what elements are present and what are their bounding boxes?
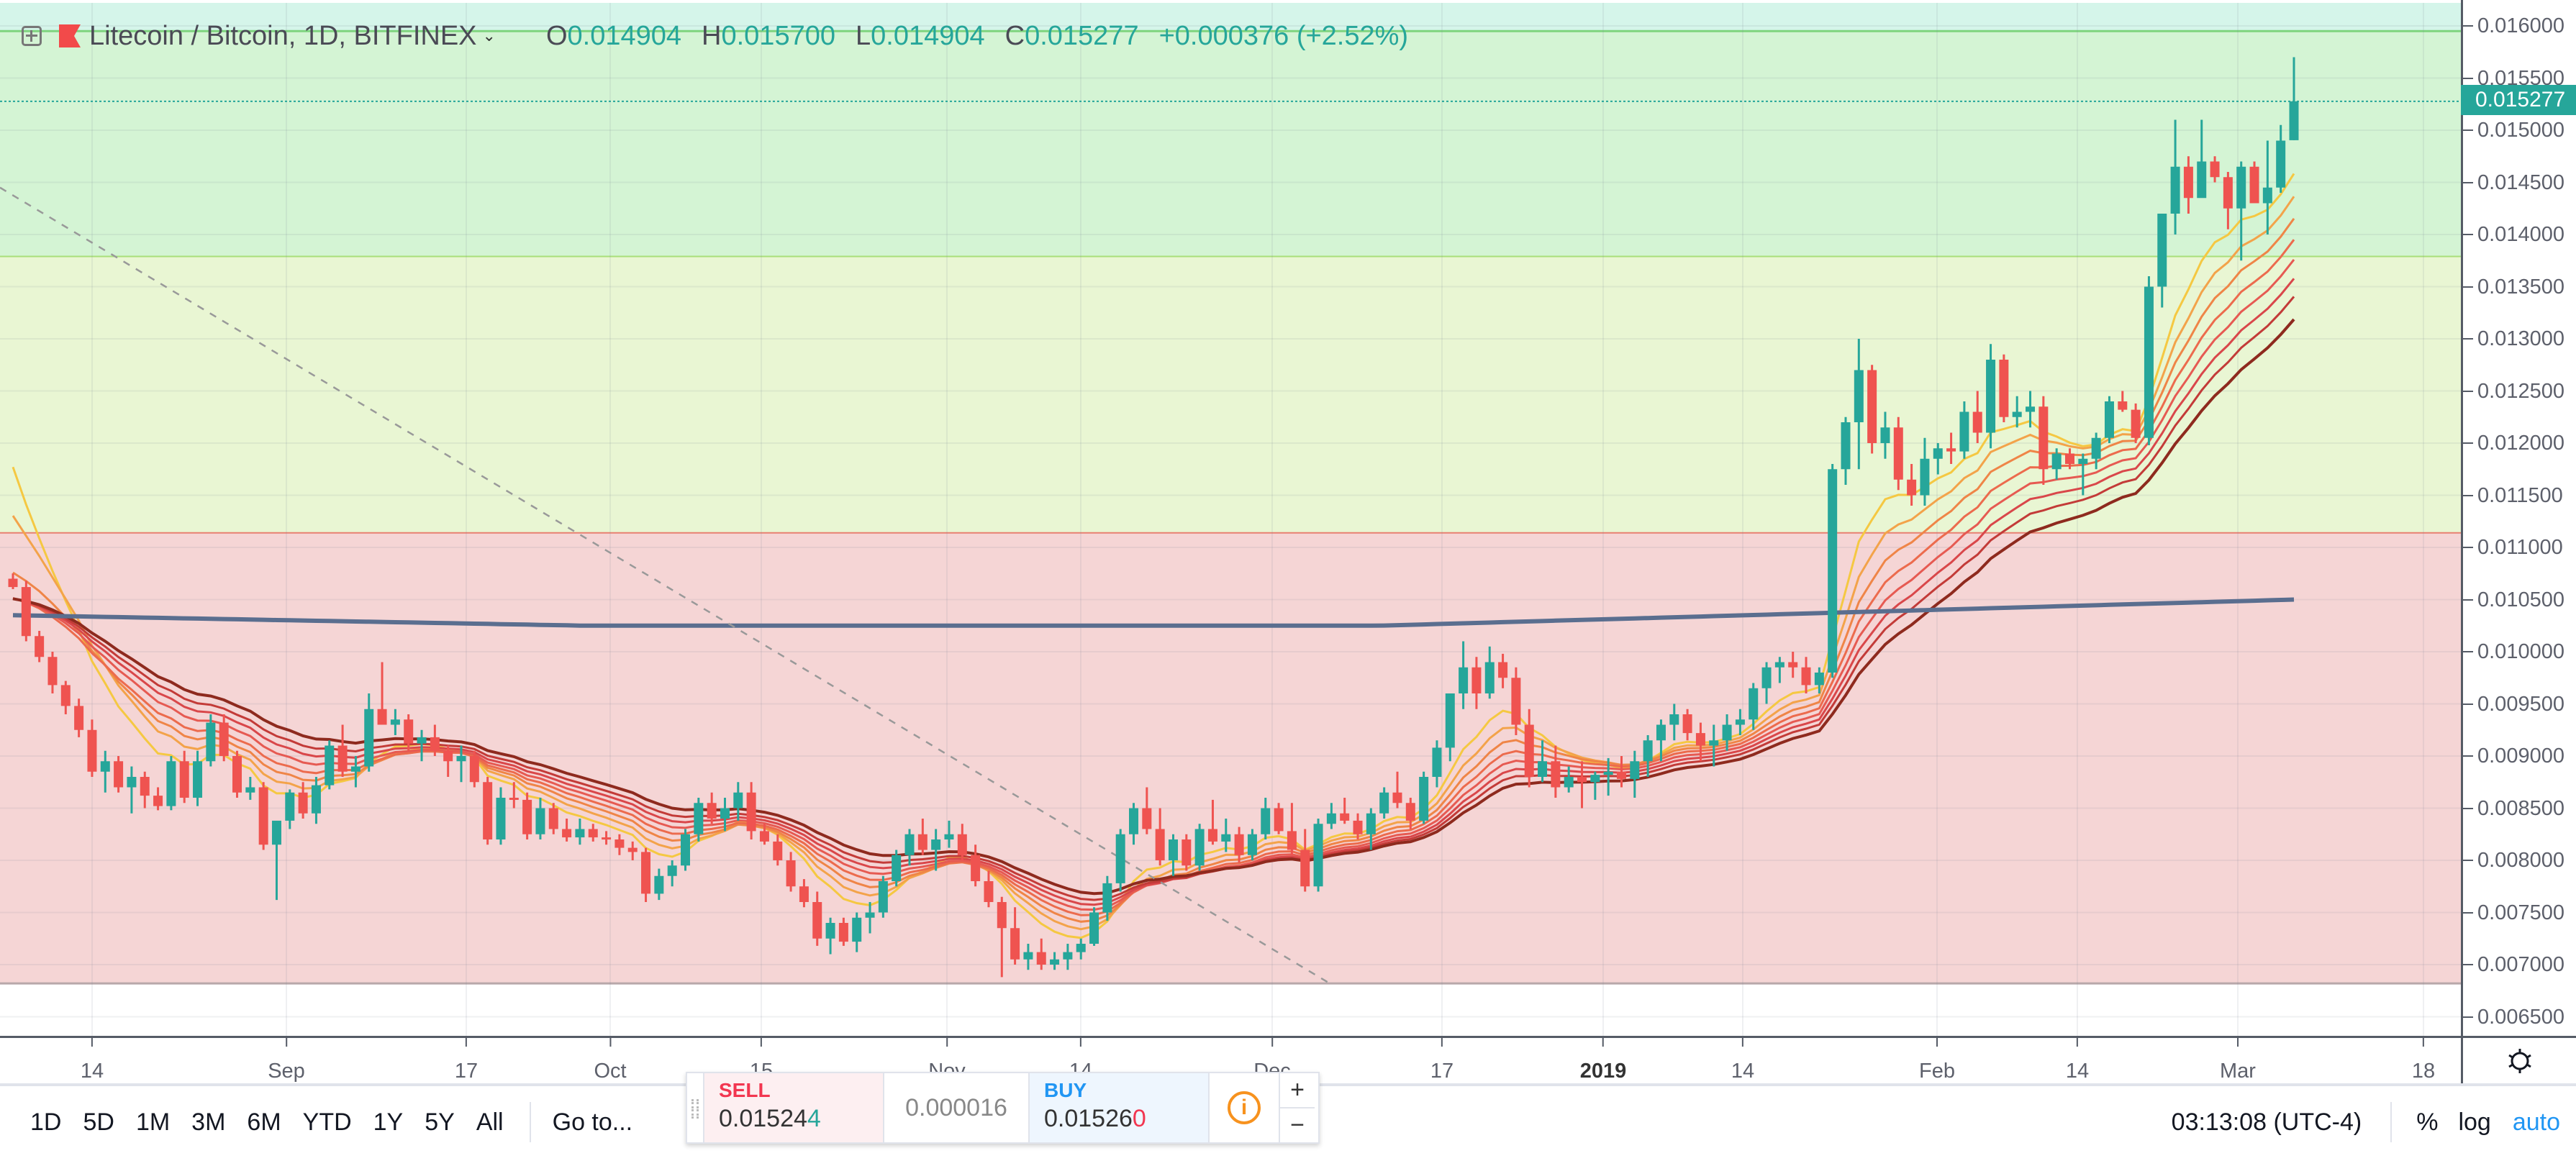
time-tick: Mar	[2220, 1038, 2256, 1083]
buy-label: BUY	[1044, 1079, 1087, 1101]
sell-label: SELL	[719, 1079, 771, 1101]
clock[interactable]: 03:13:08 (UTC-4)	[2171, 1108, 2362, 1136]
price-tick: 0.011500	[2463, 481, 2576, 510]
range-button-1m[interactable]: 1M	[135, 1108, 171, 1136]
price-tick: 0.009000	[2463, 742, 2576, 770]
plus-square-icon[interactable]	[22, 26, 42, 46]
range-button-5y[interactable]: 5Y	[425, 1108, 455, 1136]
time-tick: 17	[455, 1038, 478, 1083]
price-tick: 0.007000	[2463, 950, 2576, 979]
info-button[interactable]: i	[1210, 1073, 1280, 1142]
gear-icon	[2508, 1048, 2531, 1073]
time-tick: 14	[1731, 1038, 1754, 1083]
chart-legend: Litecoin / Bitcoin, 1D, BITFINEX ⌄ O0.01…	[22, 16, 1408, 56]
scale-controls: 03:13:08 (UTC-4) % log auto	[2172, 1086, 2560, 1158]
price-tick: 0.016000	[2463, 12, 2576, 40]
range-button-3m[interactable]: 3M	[191, 1108, 226, 1136]
date-range-buttons: 1D 5D 1M 3M 6M YTD 1Y 5Y All Go to...	[30, 1086, 654, 1158]
price-tick: 0.008500	[2463, 794, 2576, 823]
info-icon: i	[1228, 1091, 1261, 1124]
price-tick: 0.011000	[2463, 533, 2576, 562]
sell-button[interactable]: SELL 0.015244	[704, 1073, 884, 1142]
time-tick: 14	[2066, 1038, 2089, 1083]
auto-scale-toggle[interactable]: auto	[2512, 1108, 2560, 1136]
time-tick: 17	[1430, 1038, 1453, 1083]
spread-value: 0.000016	[884, 1073, 1030, 1142]
price-tick: 0.010000	[2463, 637, 2576, 666]
last-price-label: 0.015277	[2461, 85, 2576, 115]
sell-price: 0.015244	[719, 1105, 821, 1132]
price-tick: 0.014000	[2463, 220, 2576, 249]
price-tick: 0.006500	[2463, 1003, 2576, 1032]
time-tick: 14	[81, 1038, 104, 1083]
time-tick: 2019	[1580, 1038, 1626, 1083]
goto-date-button[interactable]: Go to...	[552, 1108, 633, 1136]
price-tick: 0.015000	[2463, 116, 2576, 145]
drag-handle-icon[interactable]	[687, 1073, 704, 1142]
price-tick: 0.013500	[2463, 273, 2576, 301]
increase-button[interactable]: +	[1280, 1073, 1315, 1108]
symbol-title[interactable]: Litecoin / Bitcoin, 1D, BITFINEX	[89, 20, 477, 51]
buy-price: 0.015260	[1044, 1105, 1146, 1132]
flag-icon[interactable]	[59, 24, 81, 47]
range-button-1y[interactable]: 1Y	[373, 1108, 404, 1136]
range-button-5d[interactable]: 5D	[83, 1108, 114, 1136]
range-button-1d[interactable]: 1D	[30, 1108, 62, 1136]
price-tick: 0.008000	[2463, 846, 2576, 875]
price-change: +0.000376 (+2.52%)	[1158, 20, 1409, 51]
ohlc-high: H0.015700	[702, 20, 835, 51]
percent-scale-toggle[interactable]: %	[2416, 1108, 2439, 1136]
divider	[2390, 1102, 2393, 1142]
time-tick: 18	[2412, 1038, 2435, 1083]
buy-button[interactable]: BUY 0.015260	[1030, 1073, 1210, 1142]
price-tick: 0.007500	[2463, 898, 2576, 927]
ohlc-close: C0.015277	[1004, 20, 1139, 51]
price-tick: 0.012000	[2463, 429, 2576, 457]
range-button-ytd[interactable]: YTD	[302, 1108, 352, 1136]
price-tick: 0.014500	[2463, 168, 2576, 197]
time-tick: Oct	[594, 1038, 627, 1083]
price-tick: 0.010500	[2463, 586, 2576, 614]
price-axis[interactable]: 0.016000 0.015500 0.015000 0.014500 0.014000…	[2461, 0, 2576, 1036]
log-scale-toggle[interactable]: log	[2458, 1108, 2491, 1136]
time-tick: Sep	[268, 1038, 305, 1083]
chevron-down-icon[interactable]: ⌄	[482, 27, 496, 45]
time-tick: Feb	[1919, 1038, 1955, 1083]
range-button-all[interactable]: All	[476, 1108, 504, 1136]
decrease-button[interactable]: −	[1290, 1111, 1305, 1139]
price-tick: 0.012500	[2463, 377, 2576, 406]
chart-pane[interactable]	[0, 0, 2461, 1036]
trade-panel: SELL 0.015244 0.000016 BUY 0.015260 i + …	[686, 1072, 1320, 1144]
ohlc-low: L0.014904	[855, 20, 985, 51]
price-tick: 0.009500	[2463, 690, 2576, 719]
divider	[529, 1102, 531, 1142]
range-button-6m[interactable]: 6M	[247, 1108, 281, 1136]
ohlc-open: O0.014904	[545, 20, 682, 51]
chart-settings-button[interactable]	[2461, 1036, 2576, 1083]
quantity-stepper: + −	[1280, 1073, 1315, 1142]
price-tick: 0.013000	[2463, 324, 2576, 353]
